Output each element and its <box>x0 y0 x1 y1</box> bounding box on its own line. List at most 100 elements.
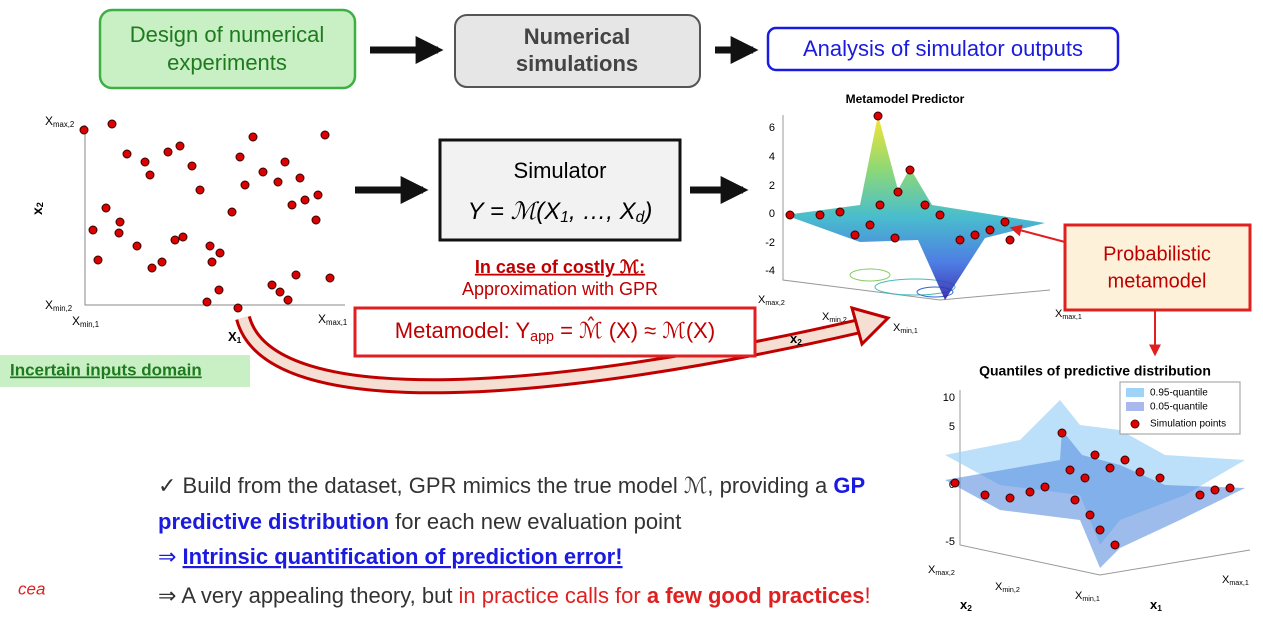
point <box>1070 495 1080 505</box>
point <box>175 141 185 151</box>
analysis-box <box>766 26 1120 72</box>
point <box>835 207 845 217</box>
label: X <box>1055 308 1063 320</box>
simulations-box <box>454 14 701 88</box>
design-text: Design of numerical <box>130 22 324 47</box>
point <box>93 255 103 265</box>
axis-label: x2 <box>960 597 972 613</box>
point <box>283 295 293 305</box>
point <box>267 280 277 290</box>
label-sub: max,1 <box>1229 579 1248 587</box>
metamodel-part: = ℳ̂ (X) ≈ ℳ(X) <box>554 316 715 343</box>
point <box>291 270 301 280</box>
point <box>1135 467 1145 477</box>
axis-label: x2 <box>790 331 802 347</box>
label: x <box>960 597 968 612</box>
point <box>287 200 297 210</box>
point <box>970 230 980 240</box>
design-text: experiments <box>167 50 287 75</box>
axis-label: Xmin,2 <box>995 581 1020 594</box>
label: X <box>928 564 936 576</box>
point <box>132 241 142 251</box>
label: X <box>318 312 326 326</box>
point <box>905 165 915 175</box>
formula-part: , …, X <box>569 198 637 225</box>
label-sub: min,1 <box>900 327 917 335</box>
point <box>280 157 290 167</box>
point <box>101 203 111 213</box>
point <box>1065 465 1075 475</box>
point <box>214 285 224 295</box>
label-sub: 2 <box>797 337 802 347</box>
lower-surface <box>945 430 1245 568</box>
z-tick-label: -5 <box>945 536 955 548</box>
axis-label: Xmin,2 <box>822 311 847 324</box>
plot-frame <box>959 390 1251 576</box>
point <box>1195 490 1205 500</box>
formula-sub: 1 <box>560 209 569 226</box>
label-sub: min,2 <box>53 304 72 313</box>
axis-label: Xmax,2 <box>758 294 785 307</box>
axis-label: Xmin,1 <box>893 322 918 335</box>
point <box>235 152 245 162</box>
bullet-line: ✓ Build from the dataset, GPR mimics the… <box>158 473 865 498</box>
point <box>240 180 250 190</box>
z-tick-label: 10 <box>943 392 955 404</box>
point <box>157 257 167 267</box>
point <box>273 177 283 187</box>
label-sub: min,2 <box>829 316 846 324</box>
domain-box <box>0 355 250 387</box>
point <box>875 200 885 210</box>
label: X <box>72 314 80 328</box>
label-sub: min,1 <box>1082 595 1099 603</box>
axis-label: Xmax,2 <box>45 114 74 129</box>
plot-title: Metamodel Predictor <box>846 92 965 106</box>
bullet-line: ⇒ Intrinsic quantification of prediction… <box>158 544 623 569</box>
point <box>920 200 930 210</box>
point <box>207 257 217 267</box>
label-sub: min,2 <box>1002 586 1019 594</box>
z-tick-label: 6 <box>769 122 775 134</box>
legend-entry: 0.05-quantile <box>1150 402 1208 413</box>
z-tick-label: 4 <box>769 151 775 163</box>
simulator-box <box>438 138 682 242</box>
text-red: in practice calls for <box>459 583 647 608</box>
point <box>1105 463 1115 473</box>
point <box>187 161 197 171</box>
plot-title: Quantiles of predictive distribution <box>979 363 1211 379</box>
formula-sub: d <box>636 209 646 226</box>
arrow-head <box>849 305 891 347</box>
z-tick-label: -2 <box>765 237 775 249</box>
text-red: ! <box>864 583 870 608</box>
axis-label: Xmax,1 <box>1055 308 1082 321</box>
formula-part: Y = ℳ(X <box>468 198 562 225</box>
point <box>145 170 155 180</box>
label-sub: 2 <box>35 202 45 207</box>
point <box>893 187 903 197</box>
point <box>1110 540 1120 550</box>
point <box>107 119 117 129</box>
axis-label: X1 <box>228 329 242 345</box>
text: ⇒ A very appealing theory, but <box>158 583 459 608</box>
label: X <box>1075 590 1083 602</box>
point <box>890 233 900 243</box>
point <box>850 230 860 240</box>
point <box>147 263 157 273</box>
contour <box>916 286 954 298</box>
label: X <box>995 581 1003 593</box>
emphasis: a few good practices <box>647 583 865 608</box>
point <box>215 248 225 258</box>
point <box>1090 450 1100 460</box>
point <box>1085 510 1095 520</box>
z-ticks: 1050-5 <box>943 392 955 548</box>
axis-label: Xmin,1 <box>1075 590 1100 603</box>
point <box>815 210 825 220</box>
callout-text: Probabilistic <box>1103 243 1211 265</box>
text: for each new evaluation point <box>389 509 681 534</box>
emphasis: GP <box>833 473 865 498</box>
axes <box>84 125 345 306</box>
point <box>873 111 883 121</box>
label-sub: 1 <box>1157 603 1162 613</box>
callout-box <box>1063 223 1252 312</box>
